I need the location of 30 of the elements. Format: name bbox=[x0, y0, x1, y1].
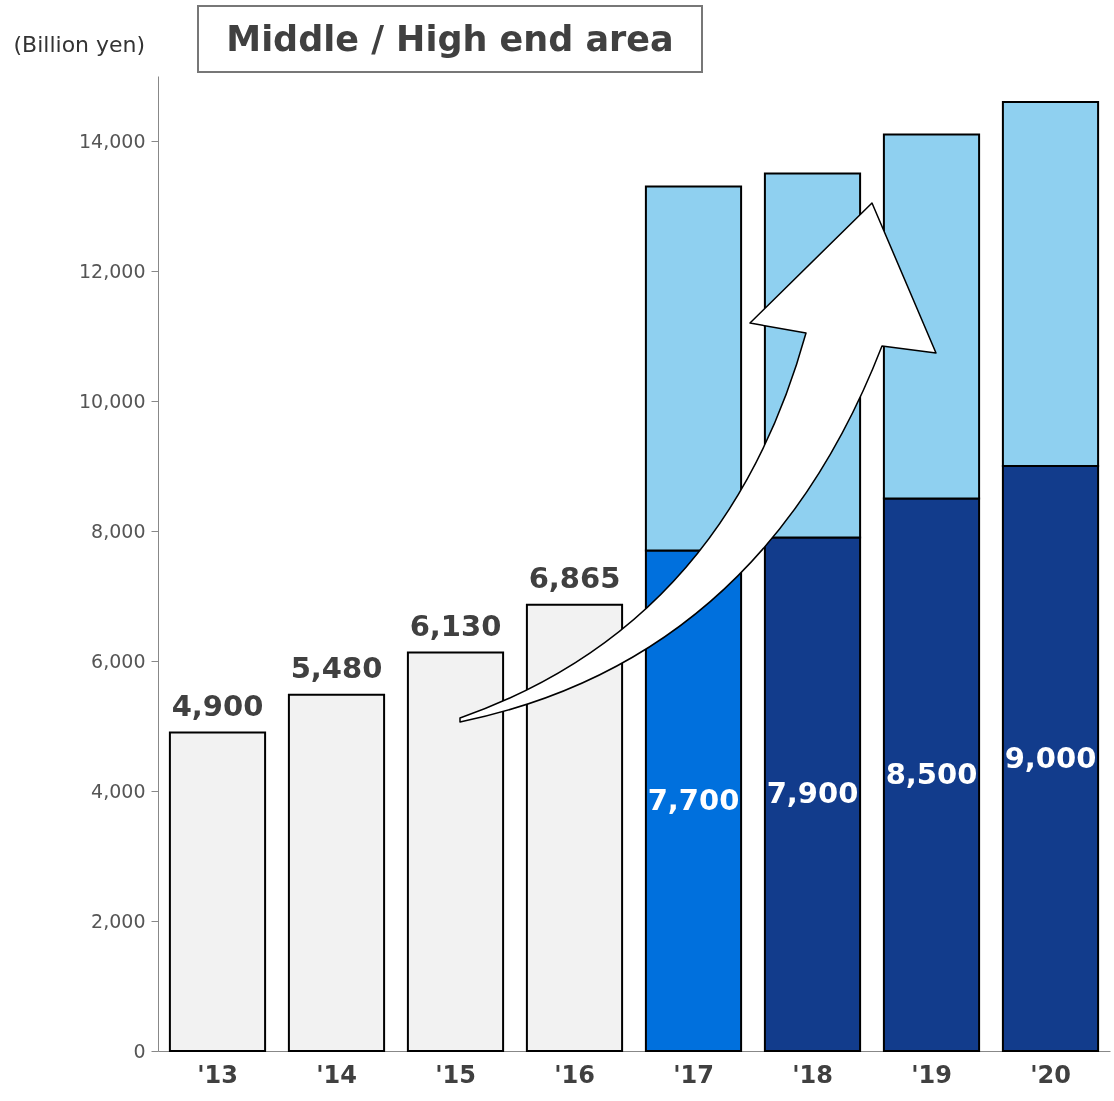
data-label: 4,900 bbox=[171, 688, 264, 723]
x-tick-label: '14 bbox=[316, 1060, 357, 1089]
bar bbox=[168, 731, 267, 1052]
data-label: 5,480 bbox=[290, 650, 383, 685]
data-label: 7,700 bbox=[647, 782, 740, 817]
data-label: 6,865 bbox=[528, 560, 621, 595]
y-tick-label: 10,000 bbox=[79, 389, 146, 412]
x-tick-label: '20 bbox=[1030, 1060, 1071, 1089]
x-tick-label: '18 bbox=[792, 1060, 833, 1089]
chart-title: Middle / High end area bbox=[197, 5, 703, 73]
data-label: 7,900 bbox=[766, 776, 859, 811]
y-tick-label: 14,000 bbox=[79, 129, 146, 152]
x-tick-label: '17 bbox=[673, 1060, 714, 1089]
bar bbox=[406, 651, 505, 1052]
x-tick-label: '15 bbox=[435, 1060, 476, 1089]
y-tick-label: 12,000 bbox=[79, 259, 146, 282]
y-tick-label: 8,000 bbox=[91, 519, 146, 542]
data-label: 8,500 bbox=[885, 756, 978, 791]
data-label: 6,130 bbox=[409, 608, 502, 643]
x-tick-label: '16 bbox=[554, 1060, 595, 1089]
y-tick-label: 4,000 bbox=[91, 779, 146, 802]
y-tick-label: 2,000 bbox=[91, 909, 146, 932]
bar bbox=[287, 693, 386, 1052]
bar bbox=[525, 603, 624, 1052]
data-label: 9,000 bbox=[1004, 740, 1097, 775]
y-axis-title: (Billion yen) bbox=[13, 31, 146, 57]
y-tick-label: 0 bbox=[133, 1039, 146, 1062]
x-tick-label: '19 bbox=[911, 1060, 952, 1089]
x-tick-label: '13 bbox=[197, 1060, 238, 1089]
y-tick-label: 6,000 bbox=[91, 649, 146, 672]
